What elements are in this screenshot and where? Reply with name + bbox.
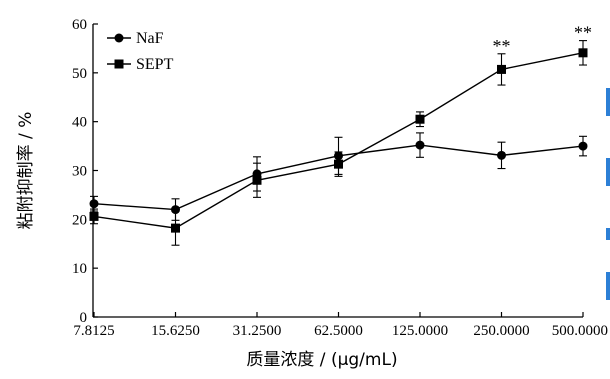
y-tick-label: 20 [72,212,87,228]
legend-marker [114,33,124,43]
y-tick-label: 0 [80,310,88,326]
x-tick-label: 31.2500 [233,323,282,339]
data-point [497,150,506,160]
legend-label: SEPT [136,56,174,73]
significance-label: ** [574,23,592,43]
x-axis-title: 质量浓度 / (μg/mL) [246,350,397,370]
y-tick-label: 60 [72,17,87,33]
x-tick-label: 500.0000 [552,323,608,339]
edge-accent-bar [606,88,610,116]
x-tick-label: 62.5000 [314,323,363,339]
y-tick-label: 30 [72,164,87,180]
data-point [578,48,588,58]
legend-item: NaF [107,30,164,47]
legend-label: NaF [136,30,164,47]
axes: 0 10 20 30 40 50 60 7.8125 15.6250 31.2500 62.5000… [16,17,608,370]
y-tick-label: 40 [72,115,87,131]
x-tick-label: 7.8125 [73,323,114,339]
data-point [415,140,425,150]
y-axis-title: 粘附抑制率 / % [16,112,36,230]
series-sept [89,40,588,246]
data-point [89,199,99,209]
significance-label: ** [493,36,511,56]
x-tick-label: 125.0000 [392,323,448,339]
data-point [334,159,343,169]
legend-item: SEPT [107,56,174,73]
legend: NaF SEPT [107,30,174,73]
data-point [252,175,262,185]
edge-accent-bar [606,272,610,300]
x-tick-label: 250.0000 [473,323,529,339]
y-tick-label: 50 [72,66,87,82]
data-point [171,205,180,215]
y-tick-label: 10 [72,261,87,277]
data-point [89,211,99,221]
edge-accent-bar [606,158,610,186]
data-point [578,141,588,151]
legend-marker [114,59,124,69]
data-point [171,223,180,233]
data-point [415,114,425,124]
series-layer: ** ** [89,23,592,246]
data-point [497,64,506,74]
edge-accent-bar [606,228,610,240]
x-tick-label: 15.6250 [151,323,200,339]
